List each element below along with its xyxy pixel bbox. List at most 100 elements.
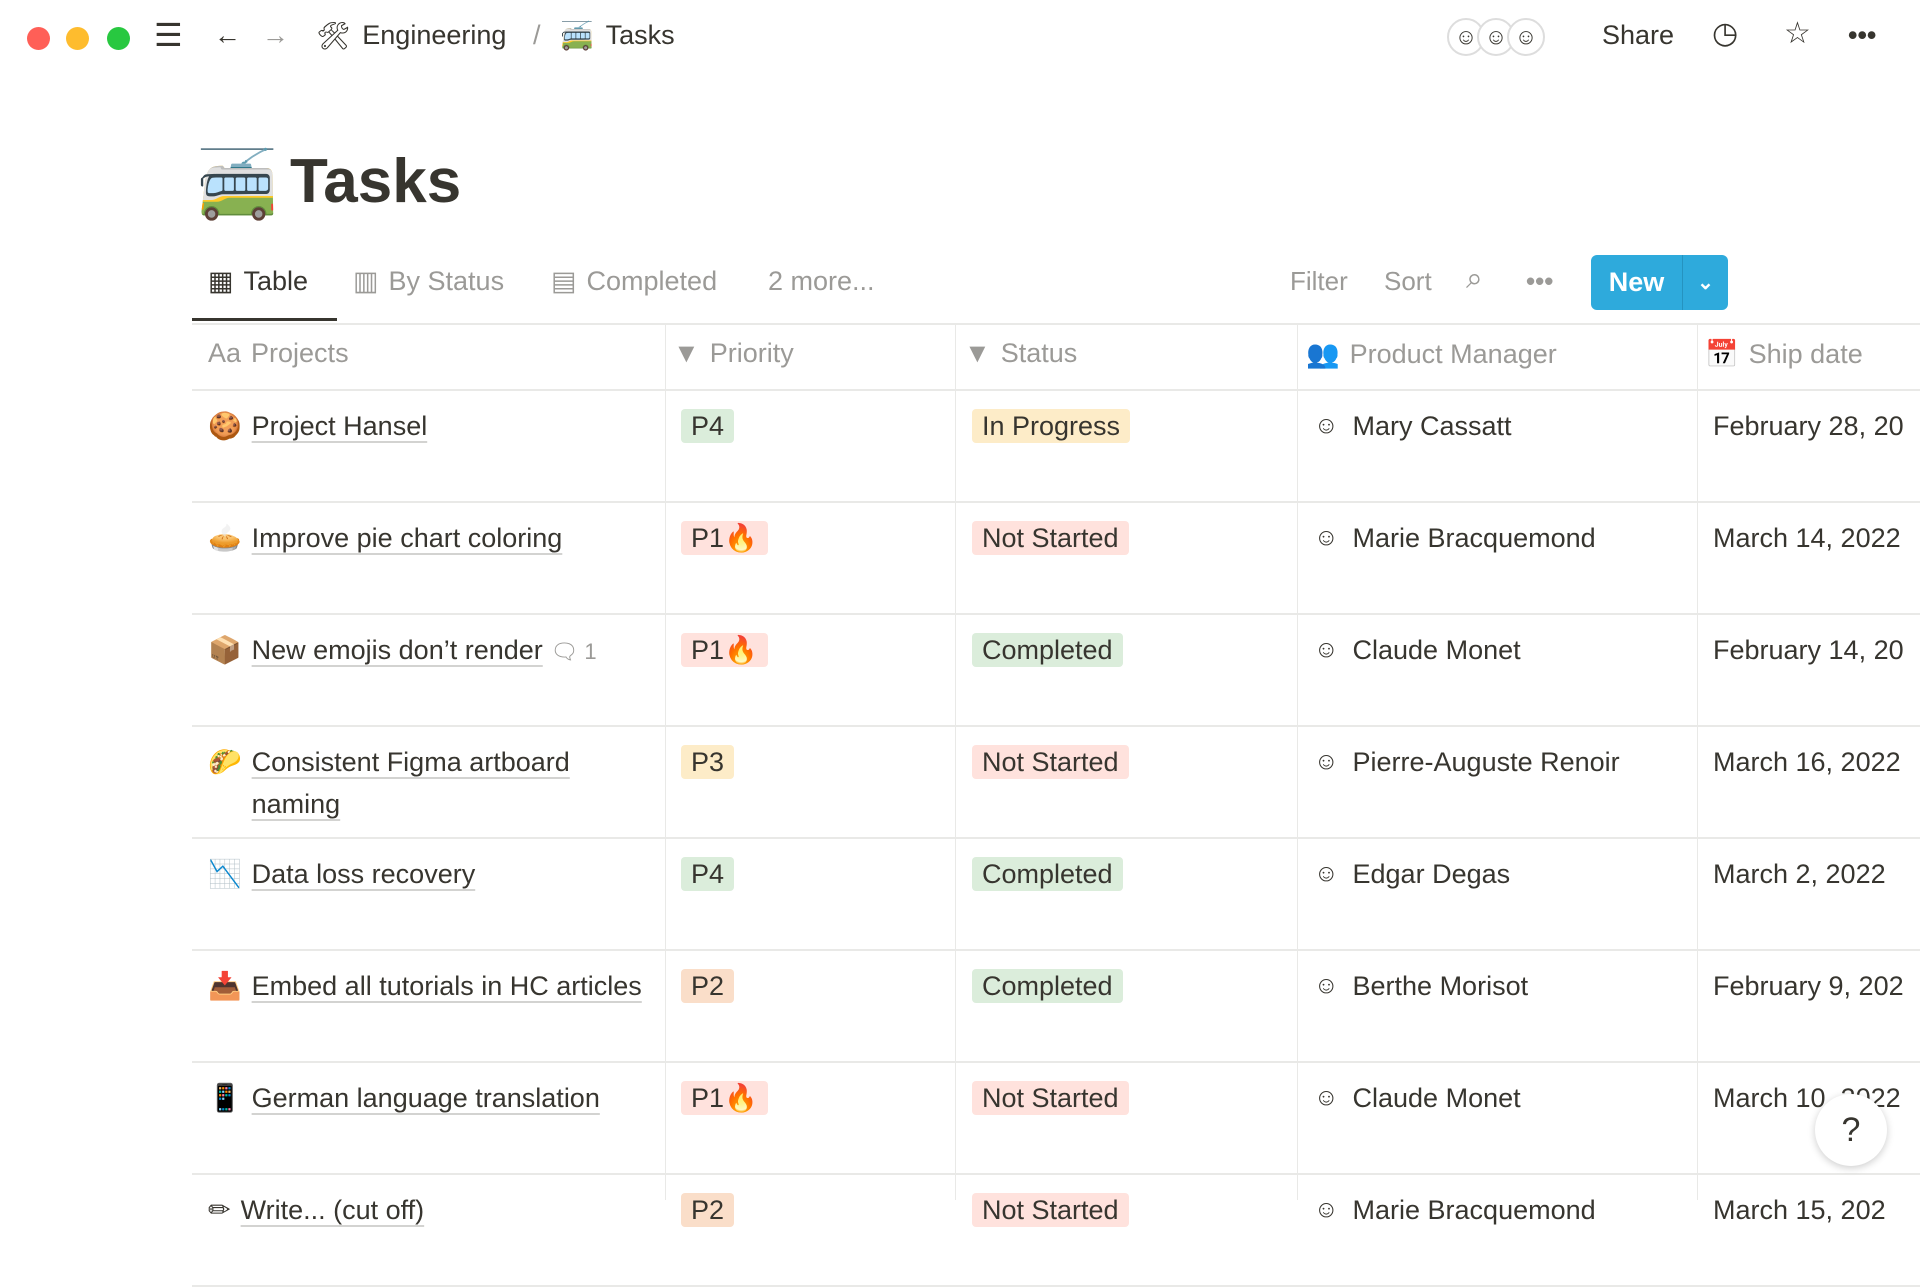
project-emoji-icon: ✏ <box>208 1195 231 1225</box>
product-manager-cell[interactable]: ☺ Pierre-Auguste Renoir <box>1314 741 1620 783</box>
project-emoji-icon: 📦 <box>208 635 242 665</box>
maximize-window-button[interactable] <box>107 27 130 50</box>
close-window-button[interactable] <box>27 27 50 50</box>
share-button[interactable]: Share <box>1602 20 1675 50</box>
project-emoji-icon: 🌮 <box>208 747 242 777</box>
priority-cell[interactable]: P1🔥 <box>681 1077 768 1119</box>
more-views-button[interactable]: 2 more... <box>768 266 875 296</box>
row-divider <box>192 613 1920 615</box>
more-options-icon[interactable]: ••• <box>1848 20 1877 50</box>
status-cell[interactable]: Not Started <box>972 517 1129 559</box>
status-cell[interactable]: Not Started <box>972 1189 1129 1231</box>
table-row[interactable]: 📥 Embed all tutorials in HC articles P2 C… <box>192 949 1920 1063</box>
column-type-icon: 📅 <box>1705 339 1739 369</box>
breadcrumb-label: Tasks <box>605 20 675 50</box>
status-cell[interactable]: Not Started <box>972 1077 1129 1119</box>
product-manager-cell[interactable]: ☺ Mary Cassatt <box>1314 405 1512 447</box>
favorite-star-icon[interactable]: ☆ <box>1784 17 1811 50</box>
project-cell[interactable]: 🍪 Project Hansel <box>208 405 648 447</box>
project-cell[interactable]: 🌮 Consistent Figma artboard naming <box>208 741 648 825</box>
project-cell[interactable]: 📦 New emojis don’t render 🗨 1 <box>208 629 648 673</box>
page-icon[interactable]: 🚎 <box>196 147 279 221</box>
forward-arrow-icon[interactable]: → <box>262 20 289 50</box>
comment-icon[interactable]: 🗨 1 <box>550 639 597 664</box>
tools-icon: 🛠 <box>316 21 351 51</box>
project-title[interactable]: Data loss recovery <box>251 859 476 889</box>
status-cell[interactable]: Completed <box>972 629 1123 671</box>
priority-cell[interactable]: P4 <box>681 405 735 447</box>
ship-date-cell[interactable]: March 16, 2022 <box>1713 747 1901 777</box>
product-manager-cell[interactable]: ☺ Claude Monet <box>1314 1077 1521 1119</box>
search-icon[interactable]: ⌕ <box>1466 262 1483 295</box>
status-cell[interactable]: Not Started <box>972 741 1129 783</box>
table-row[interactable]: 🥧 Improve pie chart coloring P1🔥 Not Star… <box>192 501 1920 615</box>
priority-cell[interactable]: P1🔥 <box>681 629 768 671</box>
project-cell[interactable]: 📱 German language translation <box>208 1077 648 1119</box>
status-cell[interactable]: In Progress <box>972 405 1131 447</box>
page-title[interactable]: Tasks <box>290 147 462 216</box>
chevron-down-icon[interactable]: ⌄ <box>1697 272 1714 294</box>
ship-date-cell[interactable]: February 14, 20 <box>1713 635 1904 665</box>
project-cell[interactable]: 📉 Data loss recovery <box>208 853 648 895</box>
ship-date-cell[interactable]: February 9, 202 <box>1713 971 1904 1001</box>
project-title[interactable]: Consistent Figma artboard naming <box>251 747 570 819</box>
priority-cell[interactable]: P4 <box>681 853 735 895</box>
product-manager-cell[interactable]: ☺ Marie Bracquemond <box>1314 1189 1596 1231</box>
breadcrumb-tasks[interactable]: 🚎 Tasks <box>560 20 675 52</box>
back-arrow-icon[interactable]: ← <box>214 20 241 50</box>
status-cell[interactable]: Completed <box>972 965 1123 1007</box>
table-row[interactable]: 📉 Data loss recovery P4 Completed ☺ Edgar … <box>192 837 1920 951</box>
collaborator-avatars[interactable]: ☺ ☺ ☺ <box>1447 18 1545 56</box>
status-badge: Completed <box>972 857 1123 891</box>
priority-cell[interactable]: P1🔥 <box>681 517 768 559</box>
product-manager-cell[interactable]: ☺ Berthe Morisot <box>1314 965 1528 1007</box>
table-icon: ▦ <box>208 266 234 296</box>
filter-button[interactable]: Filter <box>1290 266 1348 296</box>
table-row[interactable]: 📦 New emojis don’t render 🗨 1 P1🔥 Complet… <box>192 613 1920 727</box>
view-options-icon[interactable]: ••• <box>1526 266 1554 296</box>
table-row[interactable]: 📱 German language translation P1🔥 Not Sta… <box>192 1061 1920 1175</box>
product-manager-cell[interactable]: ☺ Edgar Degas <box>1314 853 1510 895</box>
column-type-icon: ▼ <box>964 338 991 368</box>
project-title[interactable]: Embed all tutorials in HC articles <box>251 971 642 1001</box>
sidebar-toggle-icon[interactable]: ☰ <box>154 17 183 53</box>
project-cell[interactable]: 🥧 Improve pie chart coloring <box>208 517 648 559</box>
ship-date-cell[interactable]: March 15, 202 <box>1713 1195 1886 1225</box>
column-header-priority[interactable]: ▼ Priority <box>673 338 794 369</box>
priority-cell[interactable]: P2 <box>681 965 735 1007</box>
tab-table[interactable]: ▦ Table <box>208 266 308 297</box>
table-row[interactable]: 🍪 Project Hansel P4 In Progress ☺ Mary Cas… <box>192 389 1920 503</box>
column-header-status[interactable]: ▼ Status <box>964 338 1077 369</box>
table-row[interactable]: ✏ Write... (cut off) P2 Not Started ☺ Mari… <box>192 1173 1920 1287</box>
ship-date-cell[interactable]: March 14, 2022 <box>1713 523 1901 553</box>
status-cell[interactable]: Completed <box>972 853 1123 895</box>
priority-cell[interactable]: P2 <box>681 1189 735 1231</box>
project-title[interactable]: Improve pie chart coloring <box>251 523 563 553</box>
column-header-ship-date[interactable]: 📅 Ship date <box>1705 338 1863 370</box>
project-cell[interactable]: 📥 Embed all tutorials in HC articles <box>208 965 648 1007</box>
table-row[interactable]: 🌮 Consistent Figma artboard naming P3 Not… <box>192 725 1920 839</box>
product-manager-cell[interactable]: ☺ Claude Monet <box>1314 629 1521 671</box>
tab-completed[interactable]: ▤ Completed <box>551 266 717 297</box>
product-manager-cell[interactable]: ☺ Marie Bracquemond <box>1314 517 1596 559</box>
new-button[interactable]: New <box>1591 255 1683 310</box>
column-header-product-manager[interactable]: 👥 Product Manager <box>1306 338 1557 370</box>
project-title[interactable]: German language translation <box>251 1083 600 1113</box>
column-header-projects[interactable]: Aa Projects <box>208 338 349 369</box>
ship-date-cell[interactable]: February 28, 20 <box>1713 411 1904 441</box>
help-button[interactable]: ? <box>1815 1094 1887 1166</box>
ship-date-cell[interactable]: March 2, 2022 <box>1713 859 1886 889</box>
project-title[interactable]: New emojis don’t render <box>251 635 543 665</box>
minimize-window-button[interactable] <box>66 27 89 50</box>
priority-cell[interactable]: P3 <box>681 741 735 783</box>
project-cell[interactable]: ✏ Write... (cut off) <box>208 1189 648 1231</box>
history-clock-icon[interactable]: ◷ <box>1712 17 1739 50</box>
project-emoji-icon: 🥧 <box>208 523 242 553</box>
row-divider <box>192 837 1920 839</box>
person-avatar-icon: ☺ <box>1314 524 1339 551</box>
breadcrumb-engineering[interactable]: 🛠 Engineering <box>316 20 506 52</box>
project-title[interactable]: Project Hansel <box>251 411 428 441</box>
sort-button[interactable]: Sort <box>1384 266 1432 296</box>
tab-by-status[interactable]: ▥ By Status <box>353 266 504 297</box>
person-name: Edgar Degas <box>1352 859 1511 889</box>
